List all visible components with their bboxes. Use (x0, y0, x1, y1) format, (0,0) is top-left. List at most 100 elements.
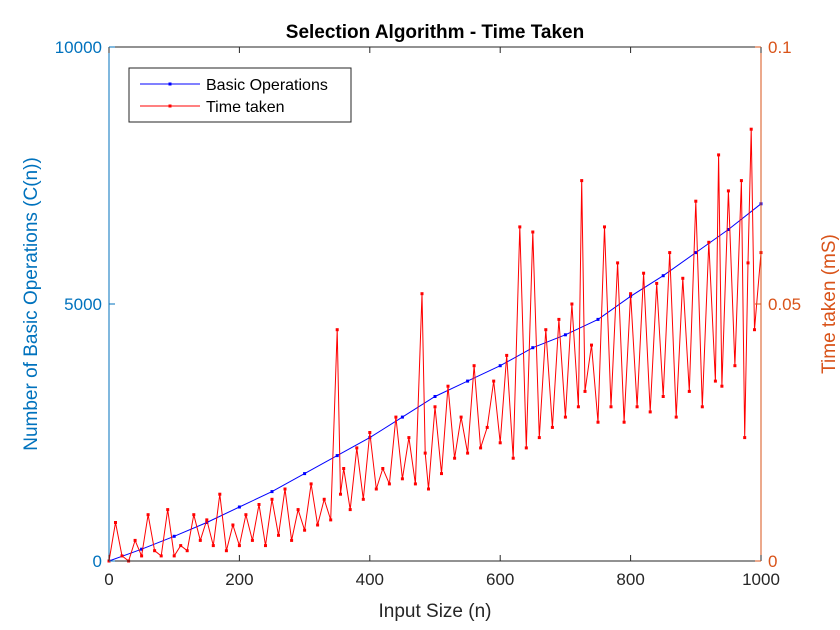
y-right-tick-label: 0.1 (768, 38, 792, 57)
x-tick-label: 1000 (742, 570, 780, 589)
data-point-time-taken (537, 436, 541, 440)
data-point-time-taken (629, 292, 633, 296)
data-point-time-taken (472, 364, 476, 368)
data-point-time-taken (231, 523, 235, 527)
data-point-time-taken (368, 431, 372, 434)
data-point-time-taken (648, 410, 652, 414)
data-point-time-taken (433, 405, 437, 409)
x-tick-label: 600 (486, 570, 514, 589)
data-point-time-taken (153, 549, 157, 553)
data-point-time-taken (570, 302, 574, 306)
data-point-time-taken (387, 482, 391, 486)
x-tick-label: 200 (225, 570, 253, 589)
data-point-time-taken (459, 415, 463, 419)
data-point-basic-operations (466, 379, 470, 383)
data-point-time-taken (316, 523, 320, 527)
data-point-time-taken (642, 271, 646, 275)
data-point-time-taken (707, 240, 711, 244)
data-point-time-taken (407, 436, 411, 440)
data-point-time-taken (726, 189, 730, 193)
legend-label-time-taken: Time taken (206, 99, 285, 116)
data-point-basic-operations (498, 364, 502, 368)
plot-area (109, 47, 761, 561)
data-point-basic-operations (531, 346, 535, 350)
data-point-time-taken (596, 420, 600, 424)
data-point-time-taken (544, 328, 548, 332)
data-point-time-taken (303, 528, 307, 532)
y-left-axis-label: Number of Basic Operations (C(n)) (21, 157, 42, 451)
data-point-time-taken (205, 518, 209, 522)
data-point-basic-operations (140, 547, 144, 551)
data-point-time-taken (179, 544, 183, 548)
data-point-time-taken (329, 518, 333, 522)
data-point-time-taken (681, 276, 685, 280)
data-point-time-taken (616, 261, 620, 265)
data-point-time-taken (198, 538, 202, 542)
data-point-basic-operations (270, 490, 274, 494)
data-point-time-taken (244, 513, 248, 517)
series-layer (107, 127, 763, 563)
data-point-time-taken (339, 492, 342, 496)
data-point-time-taken (655, 281, 659, 285)
data-point-time-taken (713, 379, 717, 383)
data-point-time-taken (590, 343, 593, 347)
data-point-time-taken (583, 389, 587, 393)
data-point-time-taken (518, 225, 522, 229)
data-point-basic-operations (335, 454, 339, 458)
data-point-time-taken (694, 199, 698, 203)
data-point-time-taken (166, 508, 170, 512)
data-point-time-taken (413, 482, 417, 486)
data-point-time-taken (661, 395, 665, 398)
data-point-basic-operations (433, 395, 437, 398)
data-point-basic-operations (726, 228, 730, 231)
data-point-time-taken (270, 497, 274, 501)
data-point-time-taken (453, 456, 457, 460)
data-point-basic-operations (172, 534, 176, 538)
data-point-time-taken (749, 127, 753, 131)
data-point-time-taken (250, 538, 254, 542)
data-point-time-taken (427, 487, 430, 491)
data-point-time-taken (218, 492, 222, 496)
y-right-axis-label: Time taken (mS) (819, 234, 840, 374)
data-point-time-taken (511, 456, 515, 460)
y-left-tick-label: 0 (93, 552, 102, 571)
data-point-time-taken (423, 451, 427, 455)
data-point-time-taken (531, 230, 535, 234)
data-point-time-taken (355, 446, 359, 450)
data-point-basic-operations (661, 274, 665, 278)
data-point-basic-operations (237, 505, 241, 509)
x-tick-label: 800 (616, 570, 644, 589)
data-point-time-taken (576, 405, 580, 409)
x-tick-label: 400 (356, 570, 384, 589)
data-point-time-taken (159, 554, 163, 558)
data-point-time-taken (185, 549, 189, 553)
data-point-time-taken (733, 364, 737, 368)
legend-marker-time-taken (168, 104, 172, 108)
data-point-time-taken (290, 538, 294, 542)
legend-marker-basic-operations (168, 82, 172, 86)
data-point-time-taken (557, 317, 561, 321)
data-point-time-taken (674, 415, 678, 419)
data-point-time-taken (440, 472, 443, 476)
legend[interactable]: Basic Operations Time taken (128, 67, 352, 123)
data-point-time-taken (277, 533, 280, 537)
data-point-time-taken (563, 415, 567, 419)
data-point-basic-operations (596, 317, 600, 321)
data-point-time-taken (192, 513, 196, 517)
chart-title: Selection Algorithm - Time Taken (286, 22, 584, 43)
y-right-tick-label: 0.05 (768, 295, 801, 314)
y-left-tick-label: 10000 (55, 38, 102, 57)
data-point-time-taken (264, 544, 267, 548)
data-point-time-taken (492, 379, 496, 383)
data-point-time-taken (746, 261, 750, 265)
data-point-time-taken (211, 544, 215, 548)
data-point-time-taken (237, 544, 241, 548)
y-right-tick-label: 0 (768, 552, 777, 571)
data-point-time-taken (485, 425, 489, 429)
data-point-time-taken (603, 225, 606, 229)
data-point-time-taken (296, 508, 300, 512)
data-point-time-taken (743, 436, 747, 440)
